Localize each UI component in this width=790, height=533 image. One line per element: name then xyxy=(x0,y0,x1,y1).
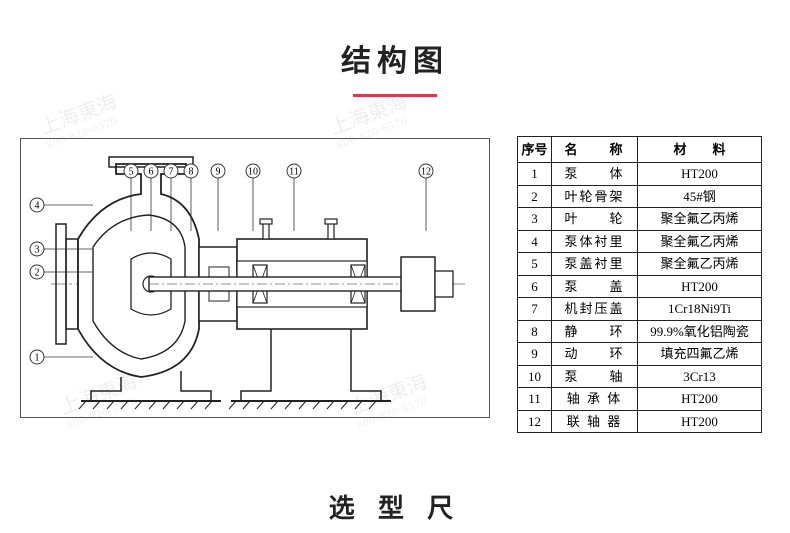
svg-text:12: 12 xyxy=(421,167,431,178)
table-header: 序号 xyxy=(518,137,552,163)
table-cell: 聚全氟乙丙烯 xyxy=(638,230,762,253)
table-cell: 9 xyxy=(518,343,552,366)
table-row: 2叶轮骨架45#钢 xyxy=(518,185,762,208)
svg-text:8: 8 xyxy=(189,167,194,178)
table-cell: 99.9%氧化铝陶瓷 xyxy=(638,320,762,343)
table-cell: 12 xyxy=(518,410,552,433)
table-row: 5泵盖衬里聚全氟乙丙烯 xyxy=(518,253,762,276)
table-cell: 叶 轮 xyxy=(552,208,638,231)
table-cell: HT200 xyxy=(638,388,762,411)
table-cell: 动 环 xyxy=(552,343,638,366)
table-row: 3叶 轮聚全氟乙丙烯 xyxy=(518,208,762,231)
table-cell: 11 xyxy=(518,388,552,411)
table-cell: 8 xyxy=(518,320,552,343)
svg-text:11: 11 xyxy=(289,167,299,178)
table-cell: 叶轮骨架 xyxy=(552,185,638,208)
table-cell: 泵体衬里 xyxy=(552,230,638,253)
table-cell: 填充四氟乙烯 xyxy=(638,343,762,366)
table-cell: 机封压盖 xyxy=(552,298,638,321)
table-cell: 3 xyxy=(518,208,552,231)
table-row: 11轴 承 体HT200 xyxy=(518,388,762,411)
table-cell: 聚全氟乙丙烯 xyxy=(638,208,762,231)
table-cell: HT200 xyxy=(638,275,762,298)
table-cell: 泵 体 xyxy=(552,163,638,186)
svg-text:2: 2 xyxy=(35,268,40,279)
table-cell: 5 xyxy=(518,253,552,276)
table-cell: 2 xyxy=(518,185,552,208)
table-cell: 轴 承 体 xyxy=(552,388,638,411)
table-cell: 1 xyxy=(518,163,552,186)
parts-table: 序号名 称材 料 1泵 体HT2002叶轮骨架45#钢3叶 轮聚全氟乙丙烯4泵体… xyxy=(517,136,762,433)
table-cell: HT200 xyxy=(638,410,762,433)
table-row: 4泵体衬里聚全氟乙丙烯 xyxy=(518,230,762,253)
table-cell: 静 环 xyxy=(552,320,638,343)
table-row: 9动 环填充四氟乙烯 xyxy=(518,343,762,366)
table-row: 12联 轴 器HT200 xyxy=(518,410,762,433)
svg-text:9: 9 xyxy=(216,167,221,178)
table-cell: 联 轴 器 xyxy=(552,410,638,433)
table-cell: 10 xyxy=(518,365,552,388)
svg-text:5: 5 xyxy=(129,167,134,178)
table-cell: 1Cr18Ni9Ti xyxy=(638,298,762,321)
table-header: 材 料 xyxy=(638,137,762,163)
table-row: 6泵 盖HT200 xyxy=(518,275,762,298)
table-cell: 泵 轴 xyxy=(552,365,638,388)
table-cell: 聚全氟乙丙烯 xyxy=(638,253,762,276)
table-cell: 泵盖衬里 xyxy=(552,253,638,276)
table-row: 7机封压盖1Cr18Ni9Ti xyxy=(518,298,762,321)
table-cell: HT200 xyxy=(638,163,762,186)
page-title: 结构图 xyxy=(0,36,790,80)
svg-text:7: 7 xyxy=(169,167,174,178)
table-cell: 6 xyxy=(518,275,552,298)
title-underline xyxy=(353,94,437,97)
table-cell: 4 xyxy=(518,230,552,253)
table-header: 名 称 xyxy=(552,137,638,163)
svg-text:1: 1 xyxy=(35,353,40,364)
table-cell: 45#钢 xyxy=(638,185,762,208)
svg-text:10: 10 xyxy=(248,167,258,178)
table-row: 8静 环99.9%氧化铝陶瓷 xyxy=(518,320,762,343)
table-cell: 3Cr13 xyxy=(638,365,762,388)
svg-text:6: 6 xyxy=(149,167,154,178)
table-cell: 泵 盖 xyxy=(552,275,638,298)
svg-text:3: 3 xyxy=(35,245,40,256)
table-row: 1泵 体HT200 xyxy=(518,163,762,186)
footer-title: 选 型 尺 xyxy=(0,488,790,525)
table-row: 10泵 轴3Cr13 xyxy=(518,365,762,388)
svg-text:4: 4 xyxy=(35,201,40,212)
table-cell: 7 xyxy=(518,298,552,321)
structure-drawing: 5 6 7 8 9 10 11 12 4 3 2 1 xyxy=(20,138,490,418)
